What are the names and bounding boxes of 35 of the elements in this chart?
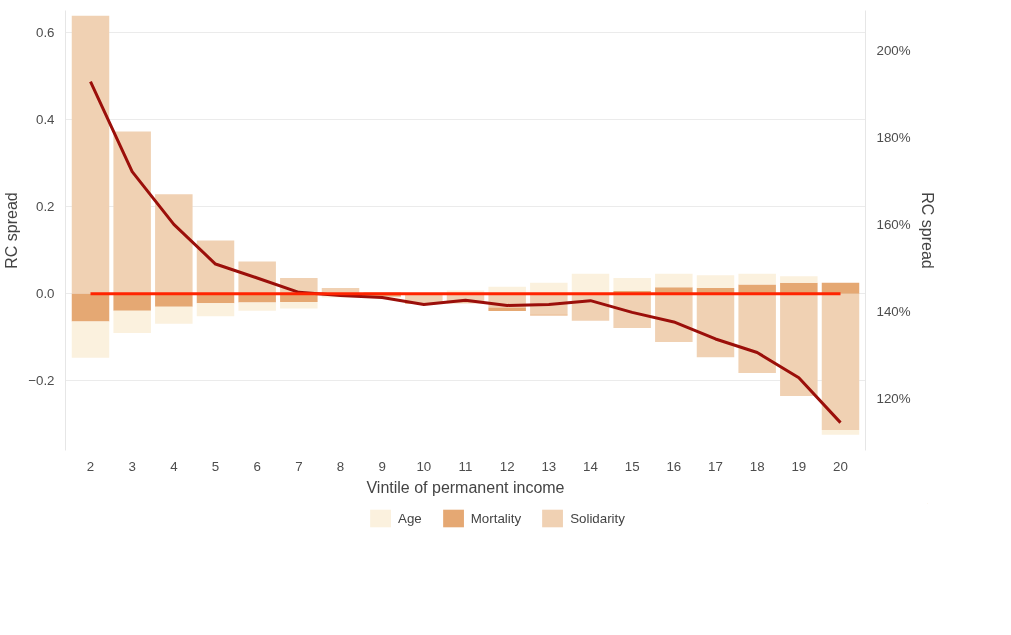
x-tick-label: 10 [416, 458, 432, 474]
x-tick-label: 15 [624, 458, 640, 474]
legend-label: Age [398, 510, 422, 526]
x-tick-label: 4 [170, 458, 179, 474]
legend-label: Mortality [470, 510, 522, 526]
y-tick-label: 0.6 [35, 24, 55, 40]
x-tick-label: 20 [833, 458, 848, 474]
x-tick-label: 2 [86, 458, 95, 474]
y-tick-label: −0.2 [28, 373, 55, 389]
y2-tick-label: 140% [876, 304, 911, 320]
x-tick-label: 8 [336, 458, 345, 474]
y2-tick-label: 160% [876, 216, 911, 232]
x-tick-label: 13 [541, 458, 557, 474]
legend-label: Solidarity [570, 510, 625, 526]
y2-tick-label: 120% [876, 391, 911, 407]
x-axis-title: Vintile of permanent income [366, 478, 565, 496]
x-tick-label: 3 [128, 458, 136, 474]
y2-axis-title: RC spread [918, 192, 936, 269]
x-tick-label: 5 [211, 458, 220, 474]
x-tick-label: 6 [253, 458, 261, 474]
x-tick-label: 19 [791, 458, 807, 474]
x-tick-label: 9 [378, 458, 386, 474]
x-tick-label: 17 [708, 458, 723, 474]
y-tick-label: 0.2 [35, 199, 55, 215]
x-tick-label: 14 [583, 458, 599, 474]
x-tick-label: 7 [295, 458, 303, 474]
x-tick-label: 12 [499, 458, 515, 474]
y-axis-title: RC spread [3, 192, 21, 269]
y2-tick-label: 180% [876, 129, 911, 145]
y2-tick-label: 200% [876, 42, 911, 58]
x-tick-label: 16 [666, 458, 682, 474]
y-tick-label: 0.4 [35, 111, 56, 127]
y-tick-label: 0.0 [35, 286, 55, 302]
x-tick-label: 11 [458, 458, 473, 474]
x-tick-label: 18 [749, 458, 765, 474]
